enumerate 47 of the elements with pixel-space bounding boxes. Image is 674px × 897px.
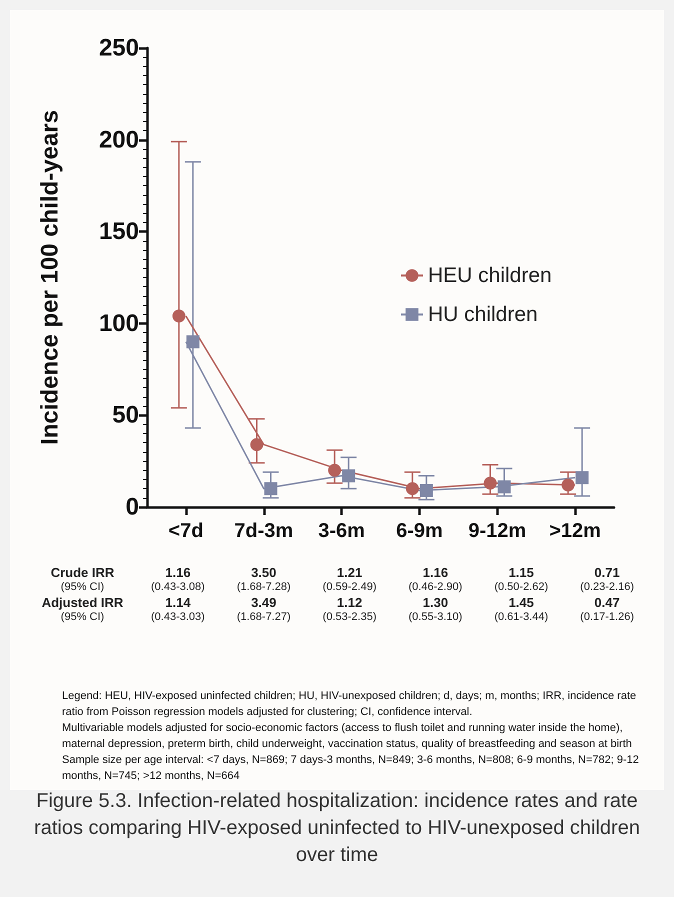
text: (0.61-3.44) — [493, 610, 550, 625]
x-tick-label: 9-12m — [468, 520, 526, 542]
text: 1.21 — [336, 565, 364, 580]
text: 0.71 — [593, 565, 621, 580]
x-tick-label: 3-6m — [318, 520, 365, 542]
text: Figure 5.3. Infection-related hospitalization: incidence rates and rate ratios comparing HIV-exposed uninfected to HIV-unexposed children over time — [33, 789, 641, 868]
y-tick-label: 100 — [98, 310, 139, 337]
text: Sample size per age interval: <7 days, N=869; 7 days-3 months, N=849; 3-6 months, N=808; 6-9 months, N=782; 9-12 months, N=745; >12 months, N=664 — [62, 753, 640, 784]
text: (0.46-2.90) — [408, 580, 464, 595]
text: 3.50 — [250, 565, 278, 580]
text: (95% CI) — [60, 610, 106, 625]
text: 1.16 — [164, 565, 192, 580]
text: (0.59-2.49) — [322, 580, 378, 595]
text: 1.45 — [508, 595, 535, 610]
text: Legend: HEU, HIV-exposed uninfected children; HU, HIV-unexposed children; d, days; m, months; IRR, incidence rate ratio from Poisson regression models adjusted for clustering; CI, confidence interval. — [62, 689, 638, 720]
x-tick-label: 6-9m — [396, 520, 443, 542]
text: (95% CI) — [60, 580, 106, 595]
text: (0.50-2.62) — [493, 580, 550, 595]
text: 0.47 — [593, 595, 621, 610]
text: (0.55-3.10) — [408, 610, 464, 625]
legend-label: HU children — [428, 303, 538, 326]
y-tick-label: 0 — [126, 494, 139, 520]
text: Multivariable models adjusted for socio-economic factors (access to flush toilet and running water inside the home), maternal depression, preterm birth, child underweight, vaccination status, quality of breastfeeding and season at birth — [62, 721, 633, 752]
text: 1.12 — [336, 595, 364, 610]
legend-label: HEU children — [428, 264, 552, 287]
text: (0.17-1.26) — [579, 610, 635, 625]
y-tick-label: 50 — [112, 402, 139, 429]
text: 3.49 — [250, 595, 278, 610]
text: (1.68-7.28) — [236, 580, 292, 595]
text: 1.30 — [422, 595, 450, 610]
y-axis-title: Incidence per 100 child-years — [36, 110, 64, 445]
text: (0.43-3.03) — [150, 610, 206, 625]
text: 1.15 — [508, 565, 535, 580]
y-tick-label: 150 — [98, 218, 139, 246]
text: (0.23-2.16) — [579, 580, 635, 595]
text: (1.68-7.27) — [236, 610, 292, 625]
text: (0.43-3.08) — [150, 580, 206, 595]
text: 1.14 — [164, 595, 192, 610]
y-tick-label: 200 — [98, 126, 139, 154]
text: (0.53-2.35) — [322, 610, 378, 625]
text: 1.16 — [422, 565, 450, 580]
x-tick-label: 7d-3m — [234, 520, 294, 542]
y-tick-label: 250 — [98, 34, 139, 62]
x-tick-label: >12m — [549, 520, 601, 542]
x-tick-label: <7d — [168, 520, 204, 542]
text: Adjusted IRR — [40, 595, 124, 610]
text: Crude IRR — [50, 565, 116, 580]
